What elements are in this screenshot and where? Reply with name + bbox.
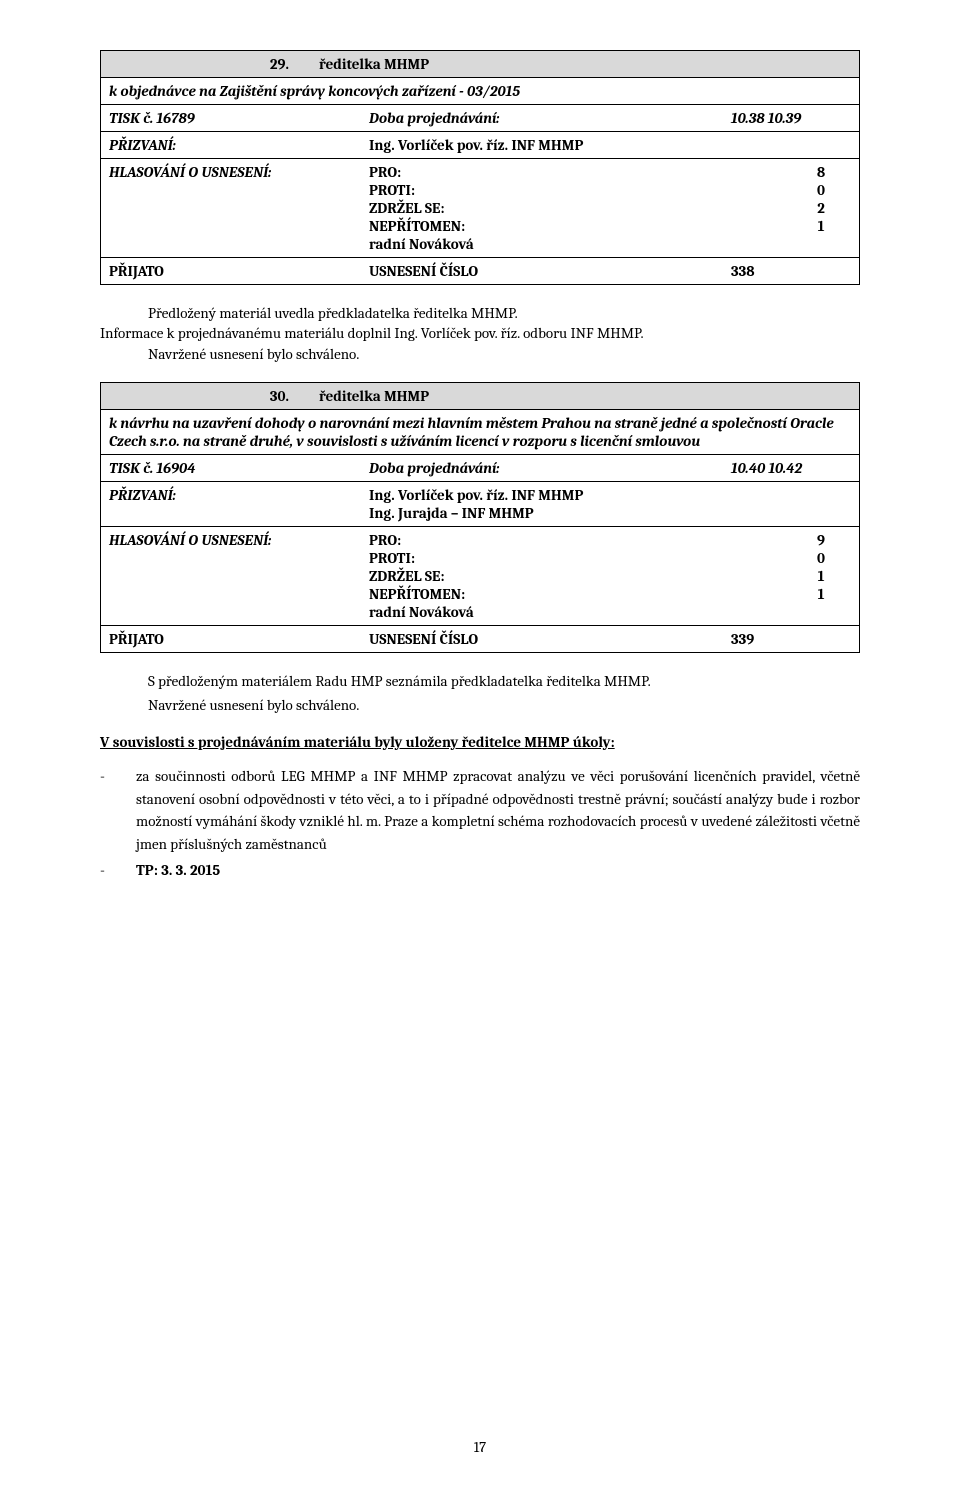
tisk-label: TISK č. 16789 — [109, 109, 369, 127]
hlasovani-label: HLASOVÁNÍ O USNESENÍ: — [109, 531, 369, 621]
zdrzel-value: 1 — [791, 567, 851, 585]
agenda-item-30: 30. ředitelka MHMP k návrhu na uzavření … — [100, 382, 860, 653]
hlasovani-label: HLASOVÁNÍ O USNESENÍ: — [109, 163, 369, 253]
nepritomen-label: NEPŘÍTOMEN: — [369, 217, 791, 235]
pro-value: 9 — [791, 531, 851, 549]
ukoly-item-1-text: za součinnosti odborů LEG MHMP a INF MHM… — [136, 765, 860, 855]
hlasovani-row: HLASOVÁNÍ O USNESENÍ: PRO:9 PROTI:0 ZDRŽ… — [101, 527, 859, 626]
pro-value: 8 — [791, 163, 851, 181]
usneseni-value: 338 — [731, 262, 851, 280]
proti-value: 0 — [791, 549, 851, 567]
ukoly-item-2: - TP: 3. 3. 2015 — [100, 859, 860, 882]
tisk-row: TISK č. 16789 Doba projednávání: 10.38 1… — [101, 105, 859, 132]
dash-marker: - — [100, 765, 136, 855]
proti-label: PROTI: — [369, 181, 791, 199]
zdrzel-value: 2 — [791, 199, 851, 217]
prijato-row: PŘIJATO USNESENÍ ČÍSLO 338 — [101, 258, 859, 284]
item29-para3: Navržené usnesení bylo schváleno. — [100, 344, 860, 364]
zdrzel-label: ZDRŽEL SE: — [369, 567, 791, 585]
doba-label: Doba projednávání: — [369, 109, 731, 127]
nepritomen-label: NEPŘÍTOMEN: — [369, 585, 791, 603]
ukoly-item-1: - za součinnosti odborů LEG MHMP a INF M… — [100, 765, 860, 855]
ukoly-list: - za součinnosti odborů LEG MHMP a INF M… — [100, 765, 860, 882]
doba-value: 10.38 10.39 — [731, 109, 851, 127]
ukoly-item-2-text: TP: 3. 3. 2015 — [136, 859, 860, 882]
usneseni-label: USNESENÍ ČÍSLO — [369, 262, 731, 280]
proti-value: 0 — [791, 181, 851, 199]
item29-para2: Informace k projednávanému materiálu dop… — [100, 323, 860, 343]
agenda-item-29: 29. ředitelka MHMP k objednávce na Zajiš… — [100, 50, 860, 285]
prijato-label: PŘIJATO — [109, 630, 369, 648]
vote-note: radní Nováková — [369, 235, 851, 253]
prizvani-value: Ing. Vorlíček pov. říz. INF MHMP — [369, 136, 851, 154]
prijato-row: PŘIJATO USNESENÍ ČÍSLO 339 — [101, 626, 859, 652]
prizvani-label: PŘIZVANÍ: — [109, 486, 369, 522]
prizvani-label: PŘIZVANÍ: — [109, 136, 369, 154]
prizvani-row: PŘIZVANÍ: Ing. Vorlíček pov. říz. INF MH… — [101, 132, 859, 159]
hlasovani-row: HLASOVÁNÍ O USNESENÍ: PRO:8 PROTI:0 ZDRŽ… — [101, 159, 859, 258]
item30-para2: Navržené usnesení bylo schváleno. — [100, 695, 860, 715]
dash-marker: - — [100, 859, 136, 882]
item-number: 30. — [109, 387, 319, 405]
prizvani-value-2: Ing. Jurajda – INF MHMP — [369, 504, 851, 522]
prizvani-row: PŘIZVANÍ: Ing. Vorlíček pov. říz. INF MH… — [101, 482, 859, 527]
item-number: 29. — [109, 55, 319, 73]
prizvani-value-1: Ing. Vorlíček pov. říz. INF MHMP — [369, 486, 851, 504]
vote-note: radní Nováková — [369, 603, 851, 621]
tisk-label: TISK č. 16904 — [109, 459, 369, 477]
ukoly-heading: V souvislosti s projednáváním materiálu … — [100, 733, 860, 751]
tisk-row: TISK č. 16904 Doba projednávání: 10.40 1… — [101, 455, 859, 482]
proti-label: PROTI: — [369, 549, 791, 567]
item30-para1: S předloženým materiálem Radu HMP seznám… — [100, 671, 860, 691]
nepritomen-value: 1 — [791, 217, 851, 235]
usneseni-value: 339 — [731, 630, 851, 648]
prijato-label: PŘIJATO — [109, 262, 369, 280]
item-title: ředitelka MHMP — [319, 55, 429, 73]
item-header: 29. ředitelka MHMP — [101, 51, 859, 78]
item-subject: k návrhu na uzavření dohody o narovnání … — [101, 410, 859, 455]
usneseni-label: USNESENÍ ČÍSLO — [369, 630, 731, 648]
pro-label: PRO: — [369, 531, 791, 549]
nepritomen-value: 1 — [791, 585, 851, 603]
item-header: 30. ředitelka MHMP — [101, 383, 859, 410]
pro-label: PRO: — [369, 163, 791, 181]
item-title: ředitelka MHMP — [319, 387, 429, 405]
doba-value: 10.40 10.42 — [731, 459, 851, 477]
page-number: 17 — [0, 1438, 960, 1456]
zdrzel-label: ZDRŽEL SE: — [369, 199, 791, 217]
doba-label: Doba projednávání: — [369, 459, 731, 477]
item-subject: k objednávce na Zajištění správy koncový… — [101, 78, 859, 105]
item29-para1: Předložený materiál uvedla předkladatelk… — [100, 303, 860, 323]
